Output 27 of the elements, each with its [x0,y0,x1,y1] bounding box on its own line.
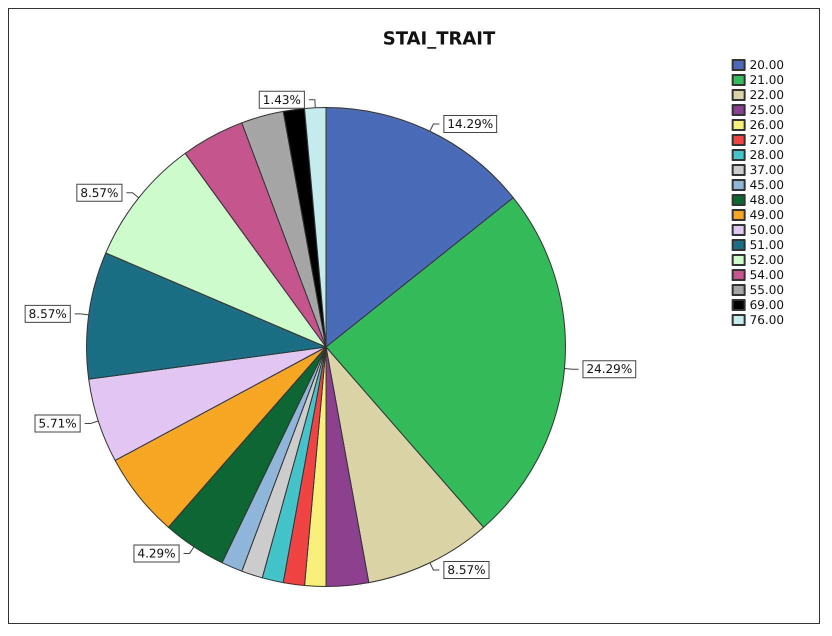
legend-label: 48.00 [750,193,784,207]
legend-label: 49.00 [750,208,784,222]
legend-label: 20.00 [750,58,784,72]
data-label: 8.57% [28,306,67,321]
data-label: 14.29% [447,117,494,132]
legend-label: 45.00 [750,178,784,192]
legend-label: 69.00 [750,298,784,312]
legend-label: 26.00 [750,118,784,132]
legend-label: 25.00 [750,103,784,117]
data-label: 1.43% [262,92,301,107]
legend-label: 52.00 [750,253,784,267]
data-label: 5.71% [38,416,77,430]
data-label: 4.29% [137,546,176,560]
legend-label: 55.00 [750,283,784,297]
data-label: 8.57% [80,186,118,200]
data-label: 24.29% [586,362,632,376]
data-label: 8.57% [447,562,486,577]
legend-label: 27.00 [750,133,784,147]
chart-title: STAI_TRAIT [382,28,496,50]
legend-label: 54.00 [750,268,784,282]
legend-label: 28.00 [750,148,784,162]
legend-label: 37.00 [750,163,784,177]
legend-label: 50.00 [750,223,784,237]
legend-label: 76.00 [750,313,784,327]
legend-label: 21.00 [750,73,784,87]
legend-label: 22.00 [750,88,784,102]
legend-label: 51.00 [750,238,784,252]
